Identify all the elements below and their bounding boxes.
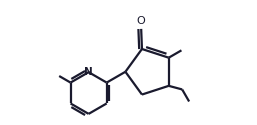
Text: N: N xyxy=(84,67,93,77)
Text: O: O xyxy=(137,16,145,26)
